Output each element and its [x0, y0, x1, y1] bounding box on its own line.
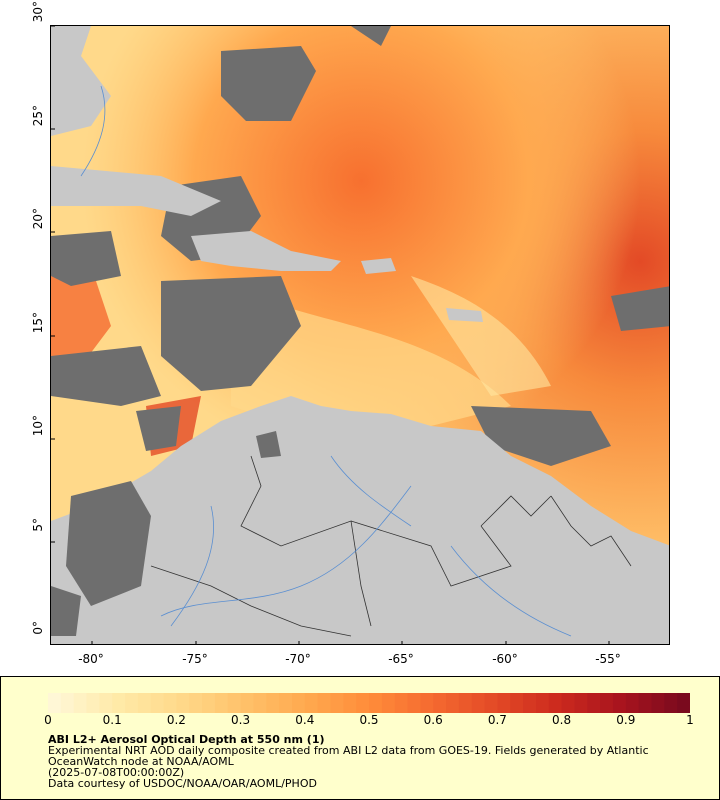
- colorbar-segment: [394, 693, 409, 713]
- legend-credit: Data courtesy of USDOC/NOAA/OAR/AOML/PHO…: [48, 777, 317, 790]
- colorbar-tick-label: 0.6: [423, 713, 443, 727]
- legend-panel: 0 0.1 0.2 0.3 0.4 0.5 0.6 0.7 0.8 0.9 1 ABI L2+ Ae…: [0, 676, 720, 800]
- colorbar-segment: [369, 693, 383, 713]
- lon-label-70: -70°: [285, 652, 311, 666]
- colorbar-segment: [266, 693, 280, 713]
- colorbar-segment: [433, 693, 447, 713]
- lon-label-75: -75°: [182, 652, 208, 666]
- colorbar-segment: [677, 693, 690, 713]
- map-canvas: [51, 26, 669, 644]
- colorbar-tick-label: 0.1: [102, 713, 122, 727]
- colorbar-segment: [664, 693, 678, 713]
- colorbar-segment: [60, 693, 75, 713]
- lon-label-60: -60°: [492, 652, 518, 666]
- colorbar-segment: [73, 693, 88, 713]
- colorbar-segment: [176, 693, 190, 713]
- colorbar-segment: [330, 693, 344, 713]
- colorbar-segment: [446, 693, 460, 713]
- lon-label-55: -55°: [595, 652, 621, 666]
- lon-label-65: -65°: [388, 652, 414, 666]
- legend-description-2: OceanWatch node at NOAA/AOML: [48, 755, 234, 768]
- lat-label-15: 15°: [31, 312, 45, 334]
- lat-label-10: 10°: [31, 415, 45, 437]
- colorbar-tick-label: 0.3: [231, 713, 251, 727]
- colorbar-segment: [497, 693, 511, 713]
- colorbar-segment: [471, 693, 486, 713]
- missing-data: [51, 26, 669, 466]
- colorbar-segment: [458, 693, 473, 713]
- colorbar-segment: [523, 693, 537, 713]
- colorbar-segment: [420, 693, 434, 713]
- colorbar-segment: [214, 693, 229, 713]
- lat-label-30: 30°: [31, 1, 45, 23]
- colorbar-segment: [612, 693, 627, 713]
- lat-label-20: 20°: [31, 208, 45, 230]
- legend-title: ABI L2+ Aerosol Optical Depth at 550 nm …: [48, 733, 325, 746]
- aod-map: [50, 25, 670, 645]
- colorbar-segment: [343, 693, 357, 713]
- colorbar-segment: [163, 693, 177, 713]
- colorbar-segment: [587, 693, 601, 713]
- colorbar-segment: [535, 693, 550, 713]
- colorbar-segment: [202, 693, 216, 713]
- colorbar-segment: [484, 693, 498, 713]
- colorbar-segment: [625, 693, 640, 713]
- colorbar-segment: [407, 693, 421, 713]
- colorbar-segment: [189, 693, 203, 713]
- colorbar-tick-label: 0.4: [295, 713, 315, 727]
- colorbar-segment: [317, 693, 332, 713]
- rivers: [80, 85, 572, 637]
- colorbar-segment: [600, 693, 614, 713]
- colorbar-segment: [381, 693, 396, 713]
- colorbar-segment: [150, 693, 165, 713]
- colorbar-segment: [240, 693, 255, 713]
- lat-label-25: 25°: [31, 105, 45, 127]
- colorbar-segment: [548, 693, 563, 713]
- colorbar: [48, 693, 690, 713]
- borders: [150, 455, 632, 637]
- colorbar-segment: [125, 693, 139, 713]
- colorbar-segment: [112, 693, 126, 713]
- colorbar-segment: [561, 693, 576, 713]
- colorbar-segment: [253, 693, 267, 713]
- colorbar-tick-label: 0.5: [359, 713, 379, 727]
- colorbar-tick-label: 0.9: [616, 713, 636, 727]
- colorbar-segment: [510, 693, 524, 713]
- colorbar-segment: [279, 693, 293, 713]
- colorbar-segment: [356, 693, 370, 713]
- colorbar-tick-label: 0.7: [487, 713, 507, 727]
- colorbar-tick-label: 0: [44, 713, 52, 727]
- legend-date: (2025-07-08T00:00:00Z): [48, 766, 185, 779]
- colorbar-segment: [574, 693, 588, 713]
- lon-label-80: -80°: [78, 652, 104, 666]
- legend-description-1: Experimental NRT AOD daily composite cre…: [48, 744, 649, 757]
- land: [51, 26, 669, 644]
- colorbar-tick-label: 0.2: [166, 713, 186, 727]
- colorbar-tick-label: 0.8: [552, 713, 572, 727]
- lat-label-5: 5°: [31, 518, 45, 532]
- colorbar-segment: [304, 693, 319, 713]
- colorbar-segment: [227, 693, 242, 713]
- colorbar-tick-label: 1: [686, 713, 694, 727]
- colorbar-segment: [638, 693, 653, 713]
- colorbar-segment: [651, 693, 665, 713]
- colorbar-segment: [99, 693, 113, 713]
- colorbar-segment: [86, 693, 100, 713]
- colorbar-segment: [291, 693, 306, 713]
- colorbar-segment: [48, 693, 62, 713]
- grid-ticks: [51, 26, 610, 644]
- lat-label-0: 0°: [31, 621, 45, 635]
- colorbar-segment: [137, 693, 152, 713]
